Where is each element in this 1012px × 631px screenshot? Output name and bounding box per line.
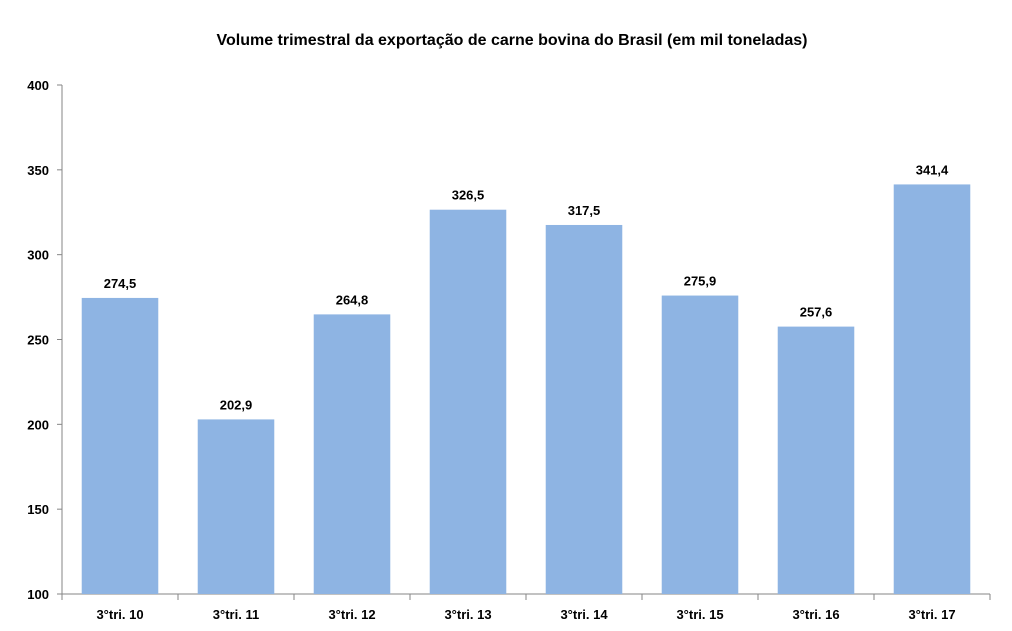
x-tick-label: 3°tri. 17	[908, 607, 955, 622]
bar	[661, 295, 739, 594]
y-tick-label: 350	[27, 163, 49, 178]
data-label: 264,8	[336, 292, 369, 307]
data-label: 317,5	[568, 203, 601, 218]
y-tick-label: 150	[27, 502, 49, 517]
data-label: 326,5	[452, 188, 485, 203]
x-tick-label: 3°tri. 11	[213, 607, 259, 622]
value-labels: 274,5 202,9 264,8 326,5 317,5 275,9 257,6 341,4	[104, 162, 949, 412]
bar	[81, 297, 159, 594]
bar	[313, 314, 391, 594]
x-tick-label: 3°tri. 10	[96, 607, 143, 622]
x-tick-label: 3°tri. 13	[444, 607, 491, 622]
data-label: 257,6	[800, 305, 833, 320]
y-tick-label: 300	[27, 248, 49, 263]
bar	[777, 326, 855, 594]
data-label: 275,9	[684, 274, 717, 289]
x-tick-label: 3°tri. 12	[328, 607, 375, 622]
x-tick-label: 3°tri. 15	[676, 607, 723, 622]
x-tick-label: 3°tri. 16	[792, 607, 839, 622]
x-tick-label: 3°tri. 14	[560, 607, 608, 622]
y-tick-label: 200	[27, 417, 49, 432]
x-axis: 3°tri. 10 3°tri. 11 3°tri. 12 3°tri. 13 3°tr…	[61, 593, 991, 622]
bar	[197, 419, 275, 594]
chart-title: Volume trimestral da exportação de carne…	[217, 32, 808, 49]
data-label: 341,4	[916, 162, 949, 177]
y-tick-label: 400	[27, 78, 49, 93]
y-axis: 100 150 200 250 300 350 400	[27, 78, 63, 602]
data-label: 202,9	[220, 397, 253, 412]
bars	[81, 184, 971, 594]
bar	[545, 224, 623, 594]
y-tick-label: 250	[27, 333, 49, 348]
bar	[429, 209, 507, 594]
bar	[893, 184, 971, 594]
data-label: 274,5	[104, 276, 137, 291]
y-tick-label: 100	[27, 587, 49, 602]
